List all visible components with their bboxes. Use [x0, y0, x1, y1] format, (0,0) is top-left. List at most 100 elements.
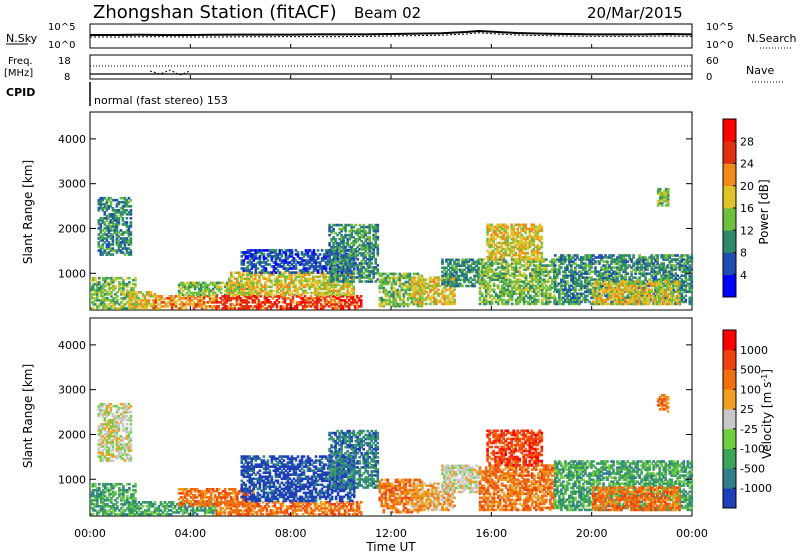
data-cell	[558, 260, 561, 263]
data-cell	[123, 247, 127, 250]
data-cell	[500, 266, 504, 269]
data-cell	[644, 274, 647, 277]
data-cell	[480, 258, 484, 261]
data-cell	[295, 301, 299, 304]
data-cell	[608, 278, 611, 281]
data-cell	[429, 276, 432, 279]
data-cell	[376, 248, 380, 251]
data-cell	[459, 270, 462, 274]
data-cell	[98, 282, 101, 286]
data-cell	[273, 301, 277, 304]
data-cell	[129, 251, 133, 254]
data-cell	[318, 261, 322, 264]
data-cell	[272, 251, 276, 254]
data-cell	[210, 297, 214, 300]
data-cell	[242, 251, 246, 254]
data-cell	[412, 302, 416, 306]
data-cell	[500, 262, 504, 265]
data-cell	[580, 300, 583, 304]
data-cell	[129, 301, 133, 304]
data-cell	[94, 293, 97, 296]
data-cell	[160, 297, 164, 300]
data-cell	[114, 297, 117, 300]
data-cell	[215, 287, 219, 291]
data-cell	[522, 300, 526, 304]
data-cell	[610, 286, 613, 290]
data-cell	[654, 278, 657, 281]
data-cell	[640, 294, 643, 298]
data-cell	[102, 286, 105, 290]
data-cell	[115, 219, 119, 222]
data-cell	[620, 256, 623, 259]
data-cell	[306, 277, 309, 281]
data-cell	[384, 272, 388, 276]
data-cell	[486, 264, 490, 267]
data-cell	[326, 275, 329, 279]
data-cell	[574, 254, 577, 257]
data-cell	[174, 305, 178, 308]
data-cell	[340, 274, 343, 277]
data-cell	[309, 301, 313, 304]
data-cell	[109, 200, 113, 204]
data-cell	[111, 243, 115, 246]
data-cell	[364, 250, 367, 253]
data-cell	[145, 301, 149, 304]
data-cell	[228, 283, 231, 287]
data-cell	[624, 300, 627, 304]
data-cell	[614, 286, 617, 290]
data-cell	[590, 278, 593, 281]
data-cell	[600, 272, 603, 275]
data-cell	[449, 278, 452, 281]
data-cell	[187, 289, 191, 293]
data-cell	[522, 264, 526, 267]
data-cell	[606, 296, 609, 300]
data-cell	[370, 248, 373, 251]
data-cell	[125, 202, 129, 206]
data-cell	[316, 293, 319, 297]
data-cell	[260, 269, 264, 272]
data-cell	[278, 287, 281, 291]
data-cell	[604, 260, 607, 263]
data-cell	[284, 269, 288, 272]
data-cell	[574, 302, 577, 306]
data-cell	[421, 280, 424, 283]
data-cell	[358, 229, 361, 233]
data-cell	[494, 227, 497, 231]
data-cell	[308, 249, 312, 252]
data-cell	[280, 253, 284, 256]
data-cell	[562, 260, 565, 263]
data-cell	[201, 289, 205, 293]
data-cell	[254, 277, 257, 281]
data-cell	[316, 249, 320, 252]
data-cell	[263, 297, 267, 300]
data-cell	[556, 288, 559, 292]
data-cell	[137, 307, 141, 310]
data-cell	[535, 294, 538, 298]
data-cell	[618, 268, 621, 271]
data-cell	[99, 239, 103, 242]
data-cell	[578, 296, 581, 300]
data-cell	[156, 303, 160, 306]
data-cell	[245, 301, 249, 304]
data-cell	[236, 281, 239, 285]
data-cell	[323, 301, 327, 304]
data-cell	[415, 280, 418, 283]
data-cell	[632, 254, 635, 257]
data-cell	[192, 307, 196, 310]
data-cell	[551, 258, 554, 261]
data-cell	[526, 227, 529, 231]
data-cell	[520, 229, 523, 233]
data-cell	[306, 279, 309, 283]
data-cell	[492, 229, 495, 233]
data-cell	[606, 270, 609, 273]
data-cell	[376, 254, 380, 257]
data-cell	[506, 241, 509, 245]
data-cell	[516, 284, 520, 288]
data-cell	[154, 307, 158, 310]
data-cell	[252, 249, 256, 252]
data-cell	[284, 259, 288, 262]
data-cell	[180, 297, 184, 300]
data-cell	[276, 253, 280, 256]
data-cell	[341, 299, 345, 302]
nave-tick-low: 0	[706, 72, 712, 83]
